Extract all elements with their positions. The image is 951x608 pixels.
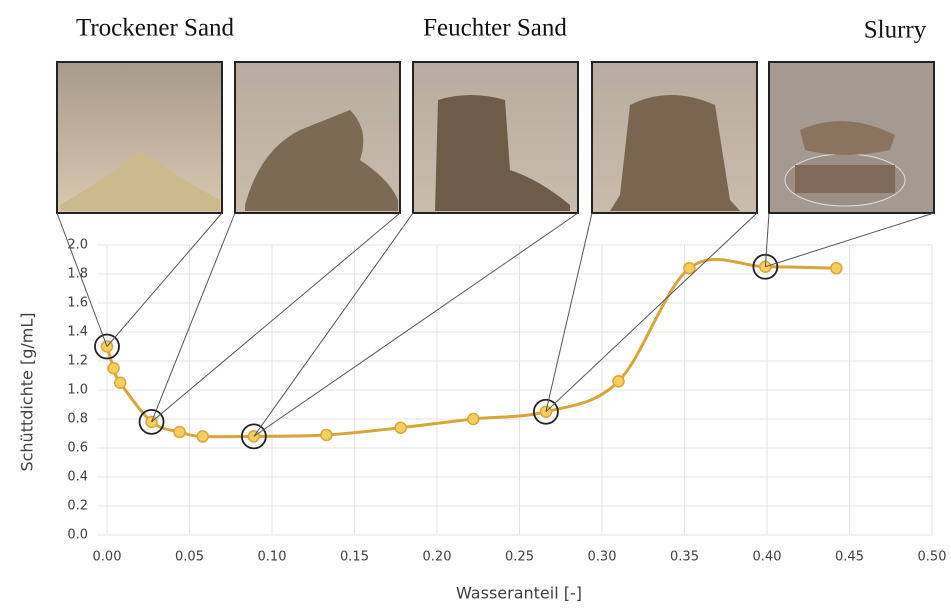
y-tick-label: 1.8 [67,267,88,282]
x-tick-label: 0.30 [588,550,617,565]
y-tick-label: 2.0 [67,238,88,253]
data-point [320,428,333,442]
leader-line [151,212,401,423]
sand-pile [435,95,570,211]
x-tick-label: 0.25 [505,550,534,565]
data-point [196,430,209,443]
y-tick-label: 0.4 [67,470,88,485]
highlight-ring [240,423,267,450]
y-tick-label: 0.0 [67,528,88,543]
x-tick-label: 0.15 [340,550,369,565]
x-tick-label: 0.20 [423,550,452,565]
sand-pile [610,95,740,211]
data-point [113,376,127,389]
leader-line [151,212,236,423]
y-tick-label: 0.8 [67,412,88,427]
leader-line [253,212,579,437]
leader-line [253,212,414,437]
y-tick-label: 0.2 [67,499,88,514]
series-line [105,257,837,439]
leader-line [765,212,935,268]
leader-line [106,212,223,347]
x-tick-label: 0.50 [918,550,947,565]
x-tick-label: 0.45 [835,550,864,565]
data-point [107,362,120,375]
highlight-ring [533,398,559,425]
data-point [173,425,186,439]
x-axis-title: Wasseranteil [-] [456,584,582,603]
x-tick-label: 0.00 [93,550,122,565]
y-axis-title: Schüttdichte [g/mL] [18,312,37,471]
sand-pile [245,110,398,211]
y-tick-label: 1.6 [67,296,88,311]
photos [56,61,935,214]
annotation: Trockener Sand [76,15,235,42]
y-tick-label: 1.0 [67,383,88,398]
data-point [683,261,696,275]
data-point [830,261,843,275]
sand-cake [800,121,895,155]
data-point [612,375,625,388]
y-tick-label: 1.4 [67,325,88,340]
highlight-ring [138,408,165,435]
highlight-ring [752,253,779,280]
x-tick-label: 0.05 [175,550,204,565]
x-tick-label: 0.35 [670,550,699,565]
annotation: Feuchter Sand [423,15,567,42]
y-tick-label: 0.6 [67,441,88,456]
highlight-ring [94,333,120,360]
leader-line [764,212,770,267]
x-tick-label: 0.40 [753,550,782,565]
data-point [394,421,407,434]
leader-line [545,212,758,413]
sand-pile [60,150,220,211]
data-point [467,412,480,426]
annotation: Slurry [864,17,927,44]
slurry-fill [795,165,895,193]
leader-line [56,212,108,347]
leader-line [545,212,593,412]
y-tick-label: 1.2 [67,354,88,369]
x-tick-label: 0.10 [258,550,287,565]
